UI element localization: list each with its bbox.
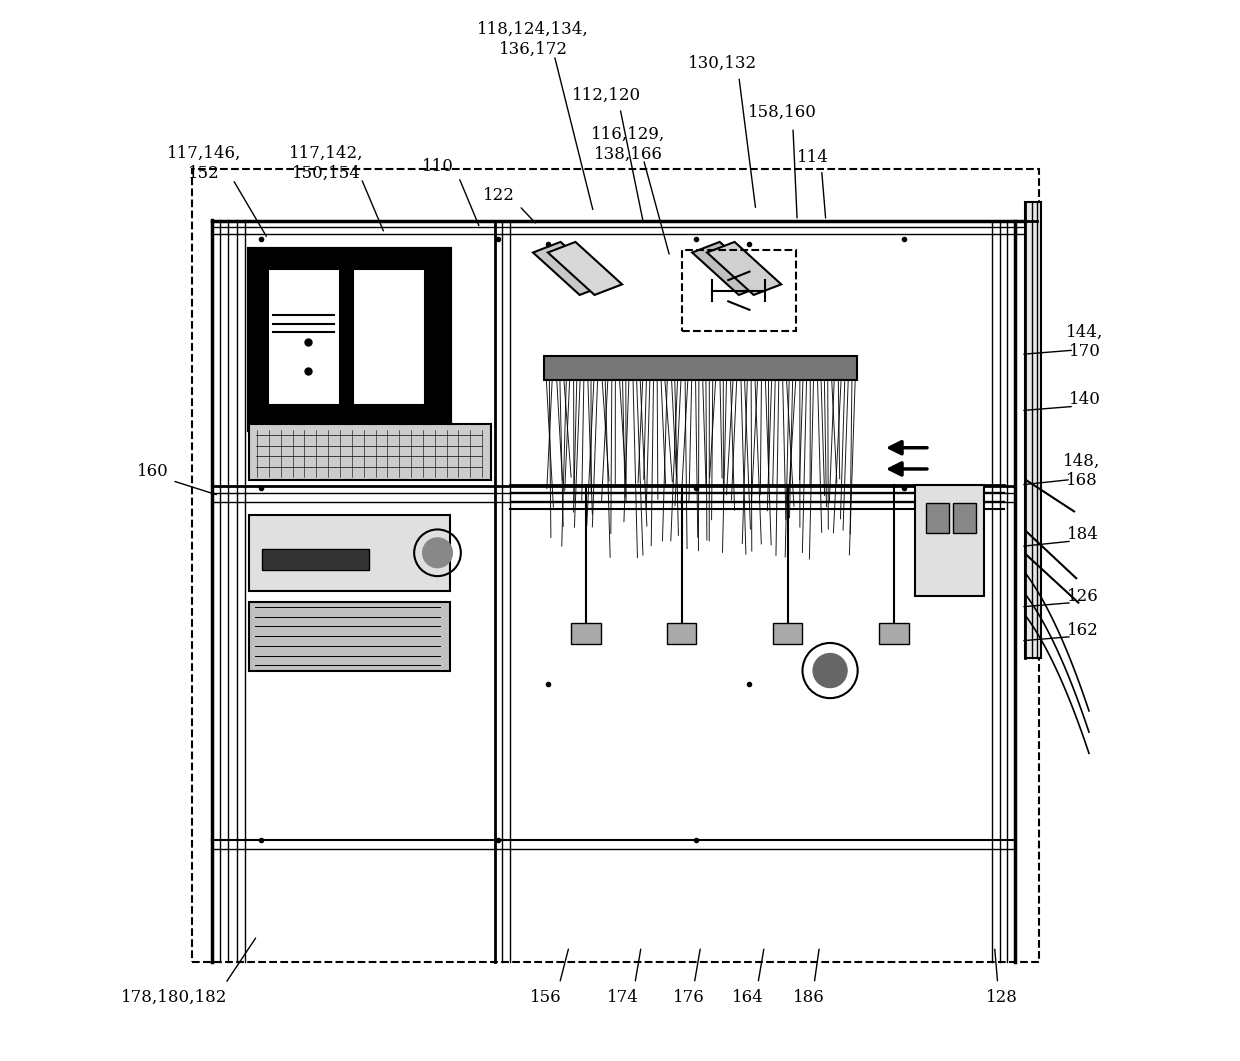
- Polygon shape: [707, 242, 781, 295]
- Text: 126: 126: [1066, 588, 1099, 605]
- Bar: [773, 623, 802, 644]
- Text: 117,142,
150,154: 117,142, 150,154: [289, 145, 363, 181]
- Polygon shape: [692, 242, 766, 295]
- Text: 122: 122: [484, 187, 515, 204]
- Bar: [543, 356, 857, 380]
- Text: 117,146,
152: 117,146, 152: [167, 145, 242, 181]
- Bar: [925, 503, 949, 533]
- Circle shape: [423, 538, 453, 568]
- Text: 174: 174: [608, 989, 639, 1006]
- Polygon shape: [533, 242, 608, 295]
- Text: 184: 184: [1066, 526, 1099, 543]
- Text: 148,
168: 148, 168: [1063, 453, 1100, 489]
- Text: 144,
170: 144, 170: [1066, 324, 1104, 360]
- Text: 160: 160: [138, 463, 169, 480]
- Text: 158,160: 158,160: [748, 104, 817, 121]
- Text: 176: 176: [673, 989, 704, 1006]
- Text: 156: 156: [529, 989, 562, 1006]
- Bar: [954, 503, 976, 533]
- Text: 110: 110: [422, 158, 454, 175]
- Text: 130,132: 130,132: [688, 55, 758, 72]
- Text: 164: 164: [732, 989, 763, 1006]
- Bar: [667, 623, 697, 644]
- Bar: [249, 602, 450, 671]
- Bar: [249, 424, 491, 480]
- Text: 114: 114: [797, 149, 830, 166]
- Bar: [572, 623, 601, 644]
- Text: 186: 186: [794, 989, 825, 1006]
- Text: 178,180,182: 178,180,182: [122, 989, 228, 1006]
- Circle shape: [813, 654, 847, 688]
- Bar: [268, 269, 340, 405]
- Text: 116,129,
138,166: 116,129, 138,166: [591, 126, 666, 162]
- Text: 162: 162: [1066, 622, 1099, 639]
- Bar: [1025, 202, 1042, 658]
- Bar: [352, 269, 425, 405]
- Polygon shape: [548, 242, 622, 295]
- Bar: [249, 515, 450, 591]
- Bar: [263, 259, 435, 416]
- Text: 118,124,134,
136,172: 118,124,134, 136,172: [477, 21, 589, 57]
- Text: 140: 140: [1069, 392, 1101, 408]
- Bar: [249, 249, 450, 430]
- Bar: [915, 485, 983, 596]
- Bar: [682, 250, 796, 331]
- Text: 128: 128: [986, 989, 1018, 1006]
- Text: 112,120: 112,120: [572, 87, 641, 104]
- Bar: [879, 623, 909, 644]
- Bar: [192, 169, 1039, 962]
- Bar: [263, 549, 368, 570]
